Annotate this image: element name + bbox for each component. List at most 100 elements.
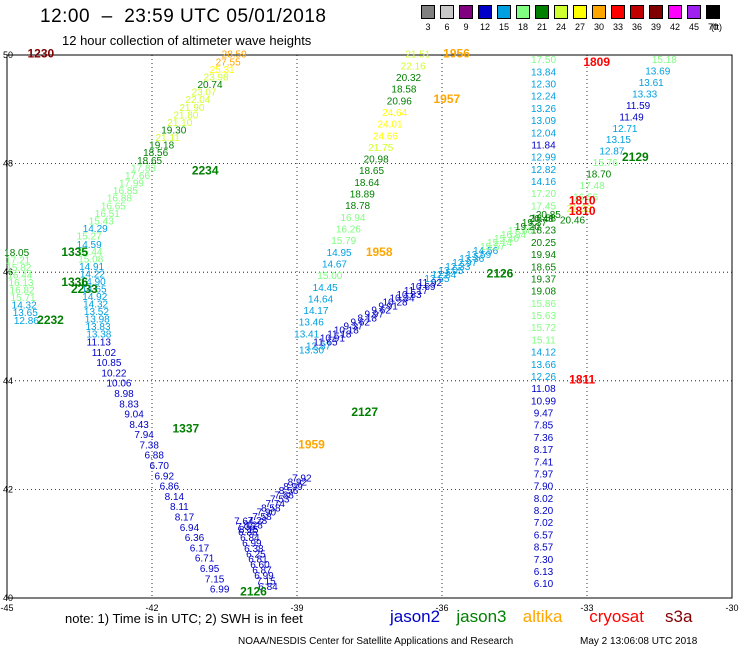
wave-height-value: 9.91 [378, 302, 398, 313]
wave-height-value: 21.75 [368, 143, 393, 154]
generated-timestamp: May 2 13:06:08 UTC 2018 [580, 636, 698, 647]
wave-height-value: 13.59 [466, 250, 491, 261]
pass-time-label: 2126 [240, 584, 267, 598]
wave-height-value: 15.44 [77, 247, 102, 258]
wave-height-value: 7.58 [252, 512, 272, 523]
legend-swatch [592, 5, 606, 19]
pass-time-label: 2127 [351, 405, 378, 419]
wave-height-value: 23.07 [191, 88, 216, 99]
legend-swatch [421, 5, 435, 19]
wave-height-value: 10.34 [390, 294, 415, 305]
wave-height-value: 21.80 [173, 110, 198, 121]
wave-height-value: 14.67 [322, 259, 347, 270]
wave-height-value: 24.64 [382, 108, 407, 119]
wave-height-value: 13.26 [531, 104, 556, 115]
wave-height-value: 13.65 [13, 308, 38, 319]
legend-label: 12 [479, 22, 490, 32]
wave-height-value: 6.60 [250, 560, 270, 571]
wave-height-value: 7.90 [257, 508, 277, 519]
legend-swatch [611, 5, 625, 19]
wave-height-value: 8.92 [288, 478, 308, 489]
wave-height-value: 6.92 [155, 471, 175, 482]
wave-height-value: 10.99 [531, 396, 556, 407]
wave-height-value: 15.57 [480, 242, 505, 253]
satellite-cryosat: cryosat [589, 607, 644, 626]
wave-height-value: 8.14 [165, 492, 185, 503]
wave-height-value: 7.94 [134, 430, 154, 441]
pass-time-label: 1959 [298, 438, 325, 452]
wave-height-value: 23.98 [204, 72, 229, 83]
wave-height-value: 15.27 [77, 232, 102, 243]
wave-height-value: 12.82 [531, 165, 556, 176]
wave-height-value: 13.84 [531, 67, 556, 78]
wave-height-value: 13.61 [639, 78, 664, 89]
wave-height-value: 16.44 [7, 271, 32, 282]
lat-tick-label: 40 [3, 593, 13, 603]
wave-height-value: 14.65 [81, 285, 106, 296]
wave-height-value: 11.84 [531, 140, 556, 151]
wave-height-value: 18.65 [359, 166, 384, 177]
lat-tick-label: 42 [3, 484, 13, 494]
wave-height-value: 13.09 [531, 116, 556, 127]
wave-height-value: 15.72 [531, 323, 556, 334]
pass-time-label: 1956 [443, 47, 470, 61]
wave-height-value: 21.51 [405, 50, 430, 61]
wave-height-value: 13.69 [645, 67, 670, 78]
wave-height-value: 11.13 [87, 338, 112, 349]
satellite-altika: altika [522, 607, 563, 626]
wave-height-value: 12.84 [431, 270, 456, 281]
footnote: note: 1) Time is in UTC; 2) SWH is in fe… [65, 611, 303, 626]
pass-time-label: 2232 [37, 313, 64, 327]
wave-height-value: 6.99 [242, 538, 262, 549]
wave-height-value: 15.00 [317, 271, 342, 282]
wave-height-value: 10.83 [397, 290, 422, 301]
wave-height-value: 8.98 [114, 389, 134, 400]
wave-height-value: 14.64 [308, 294, 333, 305]
map-frame [6, 54, 733, 599]
wave-height-value: 6.99 [254, 571, 274, 582]
satellite-s3a: s3a [665, 607, 693, 626]
wave-height-value: 16.51 [95, 209, 120, 220]
legend-unit: (ft) [711, 22, 722, 32]
wave-height-value: 15.63 [531, 311, 556, 322]
wave-height-value: 18.23 [531, 226, 556, 237]
wave-height-value: 10.85 [96, 358, 121, 369]
wave-height-value: 20.32 [396, 73, 421, 84]
legend-swatch [706, 5, 720, 19]
wave-height-value: 15.86 [531, 299, 556, 310]
wave-height-value: 6.84 [258, 582, 278, 593]
wave-height-value: 19.37 [531, 274, 556, 285]
legend-swatch [630, 5, 644, 19]
wave-height-value: 10.91 [320, 334, 345, 345]
wave-height-value: 15.08 [78, 255, 103, 266]
wave-height-value: 18.64 [354, 178, 379, 189]
pass-time-label: 1230 [27, 47, 54, 61]
lon-tick-label: -45 [0, 603, 13, 613]
wave-height-value: 8.11 [170, 502, 189, 513]
wave-height-value: 18.65 [531, 262, 556, 273]
wave-height-value: 17.20 [531, 189, 556, 200]
wave-height-value: 8.17 [175, 513, 195, 524]
wave-height-value: 7.36 [534, 433, 554, 444]
wave-height-value: 6.88 [144, 451, 164, 462]
wave-height-value: 6.99 [210, 585, 230, 596]
wave-height-value: 19.20 [515, 222, 540, 233]
wave-height-value: 9.04 [124, 410, 144, 421]
legend-label: 15 [498, 22, 509, 32]
wave-height-value: 17.99 [119, 179, 144, 190]
wave-height-value: 19.18 [149, 141, 174, 152]
wave-height-value: 19.30 [161, 126, 186, 137]
legend-label: 18 [517, 22, 528, 32]
pass-time-label: 2129 [622, 150, 649, 164]
wave-height-value: 10.69 [410, 282, 435, 293]
wave-height-value: 7.53 [270, 495, 290, 506]
wave-height-value: 6.13 [534, 567, 554, 578]
wave-height-value: 10.18 [334, 326, 359, 337]
wave-height-value: 7.30 [534, 555, 554, 566]
wave-height-value: 6.87 [252, 566, 272, 577]
lat-tick-label: 48 [3, 159, 13, 169]
wave-height-value: 14.22 [80, 270, 105, 281]
legend-label: 30 [593, 22, 604, 32]
wave-height-value: 11.08 [531, 384, 556, 395]
